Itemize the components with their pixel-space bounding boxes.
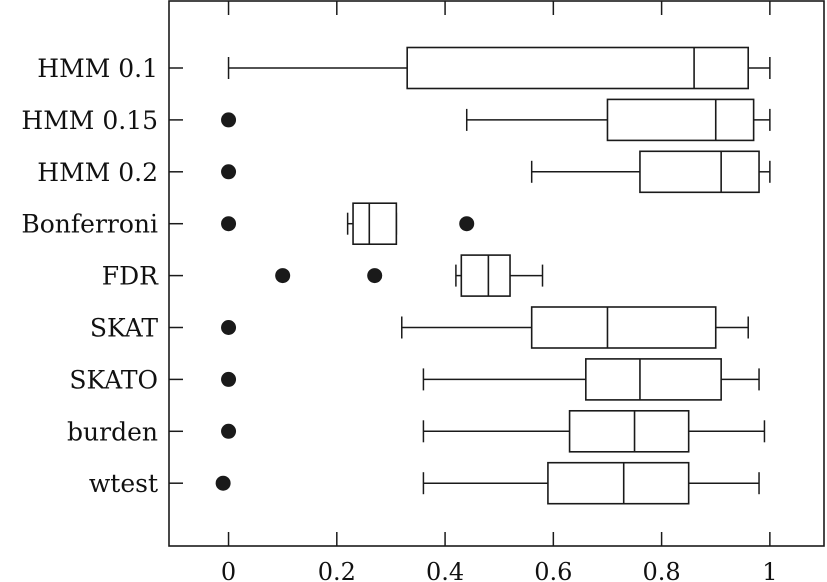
box-iqr: [547, 461, 690, 505]
box-4: [221, 202, 475, 245]
box-1: [227, 46, 771, 90]
category-label: HMM 0.15: [21, 106, 158, 135]
x-tick-label: 0.4: [426, 558, 464, 582]
category-label: Bonferroni: [21, 210, 158, 239]
box-2: [221, 98, 771, 142]
x-tick-label: 0.8: [643, 558, 681, 582]
x-tick-label: 0.2: [318, 558, 356, 582]
box-5: [275, 254, 544, 297]
box-iqr: [606, 98, 755, 142]
x-tick-label: 1: [762, 558, 777, 582]
outlier-point: [221, 216, 237, 232]
outlier-point: [221, 423, 237, 439]
outlier-point: [459, 216, 475, 232]
box-8: [221, 409, 766, 453]
outlier-point: [275, 268, 291, 284]
box-9: [215, 461, 760, 505]
category-label: wtest: [89, 469, 158, 498]
box-iqr: [639, 150, 760, 194]
x-axis: 0 0.2 0.4 0.6 0.8 1: [221, 1, 778, 582]
outlier-point: [221, 371, 237, 387]
category-label: HMM 0.1: [37, 54, 158, 83]
outlier-point: [221, 112, 237, 128]
plot-frame: [168, 0, 825, 547]
box-iqr: [585, 358, 722, 401]
box-3: [221, 150, 771, 194]
box-iqr: [530, 306, 717, 349]
y-axis: HMM 0.1 HMM 0.15 HMM 0.2 Bonferroni FDR SKAT S…: [21, 54, 183, 498]
outlier-point: [221, 164, 237, 180]
outlier-point: [367, 268, 383, 284]
box-iqr: [352, 202, 398, 245]
category-label: burden: [67, 417, 158, 446]
box-iqr: [568, 409, 690, 453]
category-label: SKATO: [69, 365, 158, 394]
box-6: [221, 306, 749, 349]
box-iqr: [406, 46, 750, 90]
outlier-point: [221, 320, 237, 335]
category-label: SKAT: [90, 314, 158, 343]
box-iqr: [460, 254, 511, 297]
category-label: HMM 0.2: [37, 158, 158, 187]
box-7: [221, 358, 760, 401]
box-series: [215, 46, 771, 505]
x-tick-label: 0: [221, 558, 236, 582]
x-tick-label: 0.6: [534, 558, 572, 582]
category-label: FDR: [102, 262, 159, 291]
outlier-point: [215, 475, 231, 491]
